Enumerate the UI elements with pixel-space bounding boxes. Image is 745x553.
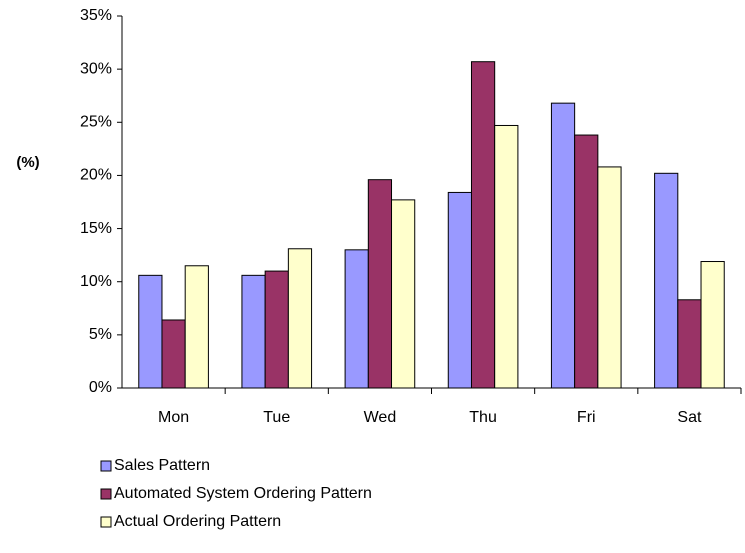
y-tick-label: 30% xyxy=(80,60,112,77)
y-tick-label: 10% xyxy=(80,273,112,290)
bar xyxy=(574,134,599,389)
y-tick-label: 25% xyxy=(80,114,112,131)
legend-swatch xyxy=(100,516,112,528)
y-tick-label: 5% xyxy=(89,326,112,343)
bar xyxy=(264,270,289,389)
legend-swatch xyxy=(100,488,112,500)
y-axis-label: (%) xyxy=(16,154,39,171)
bar xyxy=(367,179,393,389)
legend-label: Actual Ordering Pattern xyxy=(114,513,281,530)
bar xyxy=(494,124,519,389)
x-tick-label: Mon xyxy=(158,409,189,426)
y-tick-label: 15% xyxy=(80,220,112,237)
bar xyxy=(470,61,496,389)
legend-label: Sales Pattern xyxy=(114,457,210,474)
y-tick-label: 35% xyxy=(80,7,112,24)
bar xyxy=(344,249,369,389)
bar xyxy=(391,199,416,389)
x-tick-label: Tue xyxy=(263,409,290,426)
bar xyxy=(241,274,266,389)
x-tick-label: Wed xyxy=(364,409,397,426)
bar xyxy=(550,102,576,389)
bar xyxy=(138,274,163,389)
legend-label: Automated System Ordering Pattern xyxy=(114,485,372,502)
bar xyxy=(184,265,209,389)
legend-swatch xyxy=(100,460,112,472)
x-tick-label: Sat xyxy=(677,409,702,426)
bar xyxy=(597,166,622,389)
x-tick-label: Thu xyxy=(469,409,497,426)
bar xyxy=(700,261,725,389)
bar xyxy=(677,299,702,389)
bar xyxy=(287,248,313,389)
bar xyxy=(654,172,679,389)
bar xyxy=(447,191,472,389)
y-tick-label: 0% xyxy=(89,379,112,396)
y-tick-label: 20% xyxy=(80,167,112,184)
x-tick-label: Fri xyxy=(577,409,596,426)
bar xyxy=(161,319,186,389)
